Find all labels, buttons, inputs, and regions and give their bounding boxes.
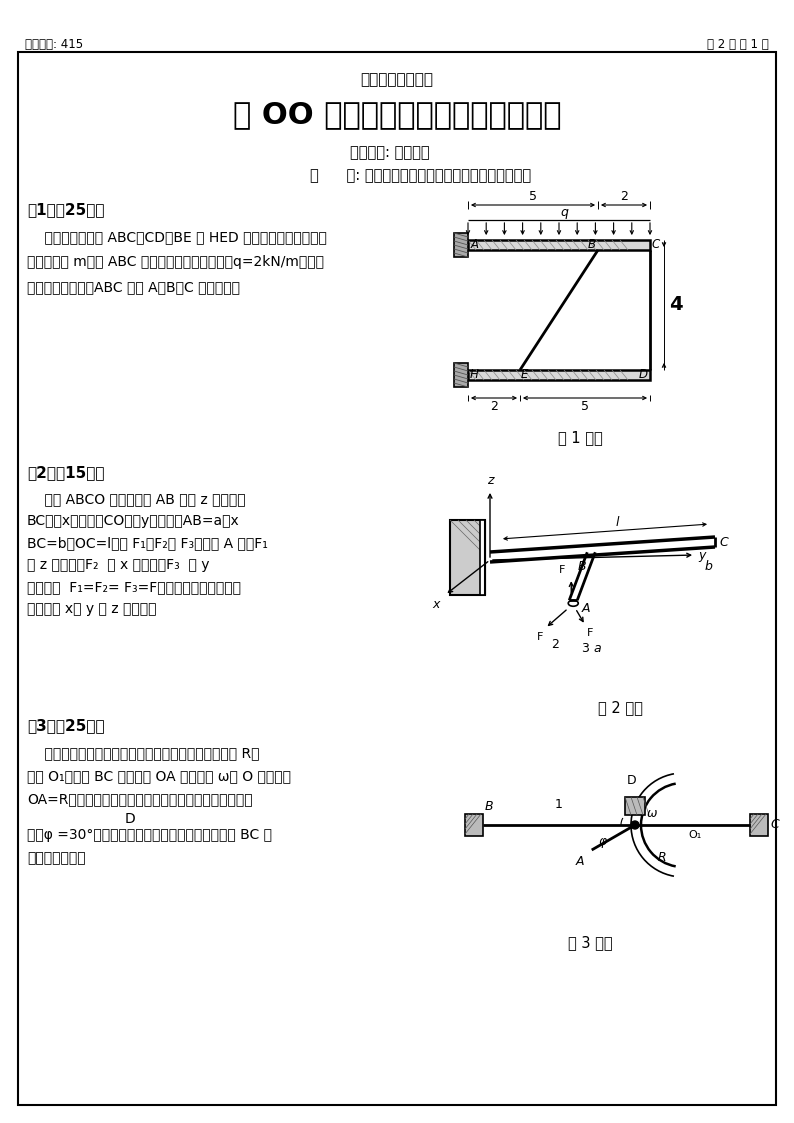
Text: B: B [577, 560, 586, 573]
Text: q: q [560, 206, 568, 219]
Text: 试题编号: 415: 试题编号: 415 [25, 38, 83, 51]
Text: 第1题（25分）: 第1题（25分） [27, 202, 105, 217]
Text: 坐标系的 x、 y 和 z 轴的矩。: 坐标系的 x、 y 和 z 轴的矩。 [27, 602, 156, 617]
Text: 3: 3 [581, 642, 589, 655]
Text: A: A [581, 602, 590, 615]
Text: 构件 ABCO 如图，其中 AB 段与 z 轴平行，: 构件 ABCO 如图，其中 AB 段与 z 轴平行， [27, 492, 245, 506]
Text: B: B [588, 238, 596, 252]
Bar [454, 232, 468, 257]
Text: 图，单位为 m。在 ABC 杆上受到均布载荷作用，q=2kN/m，各杆: 图，单位为 m。在 ABC 杆上受到均布载荷作用，q=2kN/m，各杆 [27, 255, 324, 270]
Text: H: H [470, 368, 479, 382]
Text: a: a [593, 642, 601, 655]
Text: F: F [559, 565, 565, 575]
Text: R: R [657, 851, 666, 864]
Text: OA=R。当机构运动到图示位置时，曲柄与水平线间的夹: OA=R。当机构运动到图示位置时，曲柄与水平线间的夹 [27, 792, 252, 806]
Text: 与 z 轴平行，F₂  与 x 轴平行，F₃  与 y: 与 z 轴平行，F₂ 与 x 轴平行，F₃ 与 y [27, 558, 210, 572]
Text: 角为φ =30°。试用点的合成运动方法求此瞬时滑杆 BC 的: 角为φ =30°。试用点的合成运动方法求此瞬时滑杆 BC 的 [27, 828, 272, 842]
Text: 第2题（15分）: 第2题（15分） [27, 465, 105, 480]
Text: 速度和加速度。: 速度和加速度。 [27, 851, 86, 865]
Text: 第 2 题图: 第 2 题图 [598, 700, 642, 715]
Text: E: E [521, 368, 528, 382]
Text: 图示平面结构由 ABC、CD、BE 和 HED 四根杆件组成，尺寸如: 图示平面结构由 ABC、CD、BE 和 HED 四根杆件组成，尺寸如 [27, 230, 327, 244]
Text: 图示曲柄滑杆机构中，滑杆上有圆弧滑道，其半径为 R，: 图示曲柄滑杆机构中，滑杆上有圆弧滑道，其半径为 R， [27, 746, 260, 760]
Text: 2: 2 [551, 638, 559, 651]
Bar [750, 814, 768, 836]
Text: φ: φ [599, 836, 607, 848]
Text: O₁: O₁ [688, 830, 701, 840]
Text: C: C [719, 536, 728, 548]
Text: 考试科目: 理论力学: 考试科目: 理论力学 [350, 145, 430, 159]
Text: 轴平行，  F₁=F₂= F₃=F。试求：该力系对图示: 轴平行， F₁=F₂= F₃=F。试求：该力系对图示 [27, 579, 241, 594]
Bar [465, 814, 483, 836]
Text: C: C [770, 819, 779, 831]
Text: x: x [433, 599, 440, 611]
Text: A: A [575, 855, 584, 868]
Text: 说      明: 答案一律写在答题纸上，写在试卷上无效。: 说 明: 答案一律写在答题纸上，写在试卷上无效。 [310, 168, 531, 183]
Text: C: C [652, 238, 661, 252]
Bar [450, 520, 485, 595]
Text: 第3题（25分）: 第3题（25分） [27, 718, 105, 733]
Circle shape [631, 821, 639, 829]
Text: 5: 5 [581, 400, 589, 413]
Text: F: F [588, 628, 594, 638]
Ellipse shape [569, 601, 578, 606]
Text: BC段与x轴平行，CO段与y轴重合，AB=a，x: BC段与x轴平行，CO段与y轴重合，AB=a，x [27, 514, 240, 528]
Text: 圆心 O₁在导杆 BC 上，曲柄 OA 以匀角速 ω绕 O 轴转动，: 圆心 O₁在导杆 BC 上，曲柄 OA 以匀角速 ω绕 O 轴转动， [27, 769, 291, 783]
Text: BC=b，OC=l，力 F₁、F₂和 F₃作用在 A 点，F₁: BC=b，OC=l，力 F₁、F₂和 F₃作用在 A 点，F₁ [27, 536, 268, 550]
Text: 2: 2 [490, 400, 498, 413]
Text: 5: 5 [529, 190, 537, 203]
Text: 第 1 题图: 第 1 题图 [557, 430, 603, 445]
Bar [625, 797, 645, 815]
Text: D: D [639, 368, 648, 382]
Text: y: y [698, 548, 705, 562]
Text: 4: 4 [669, 295, 683, 314]
Text: A: A [471, 238, 479, 252]
Text: B: B [485, 800, 494, 813]
Text: z: z [487, 474, 493, 487]
Text: 2: 2 [620, 190, 628, 203]
Text: F: F [537, 632, 543, 642]
Text: D: D [627, 774, 637, 787]
Bar [480, 520, 485, 595]
Text: 1: 1 [555, 798, 563, 811]
Text: 共 2 页 第 1 页: 共 2 页 第 1 页 [707, 38, 769, 51]
Text: 二 OO 八年硕士研究生入学考试试题: 二 OO 八年硕士研究生入学考试试题 [233, 100, 561, 129]
Text: l: l [615, 515, 619, 529]
Text: ω: ω [647, 807, 657, 820]
Text: 南京航空航天大学: 南京航空航天大学 [360, 72, 434, 86]
Bar [454, 363, 468, 387]
Text: b: b [705, 560, 713, 573]
Text: D: D [55, 812, 136, 827]
Bar [468, 369, 650, 380]
Text: 自重不计。试求：ABC 杆在 A、B、C 处的受力。: 自重不计。试求：ABC 杆在 A、B、C 处的受力。 [27, 280, 240, 294]
Bar [468, 240, 650, 250]
Text: 第 3 题图: 第 3 题图 [568, 935, 612, 950]
